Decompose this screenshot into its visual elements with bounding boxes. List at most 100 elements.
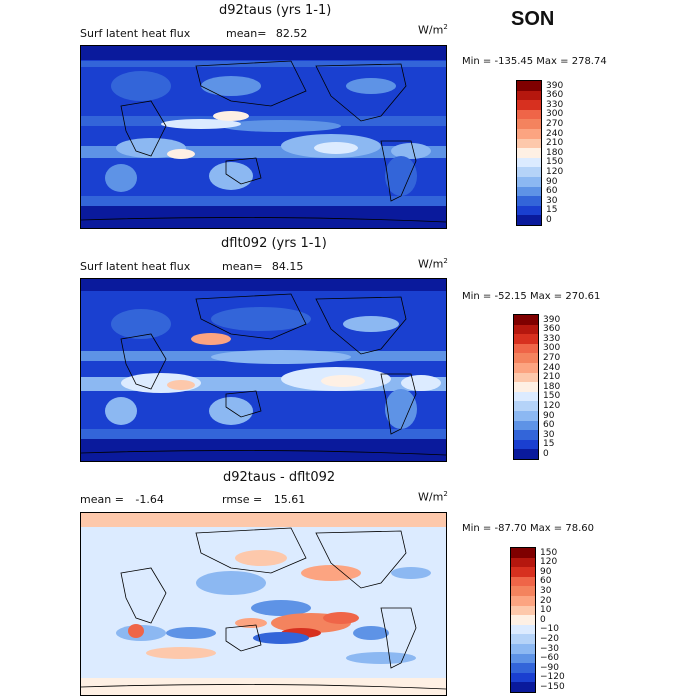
colorbar-label: 15 (543, 439, 555, 450)
colorbar-label: 360 (543, 324, 561, 335)
panel3-max-value: 78.60 (565, 523, 594, 534)
panel3-rmse: rmse = 15.61 (222, 493, 305, 506)
colorbar-swatch (511, 576, 535, 587)
colorbar-swatch (514, 430, 538, 441)
colorbar-swatch (511, 682, 535, 693)
colorbar-label: 180 (546, 147, 564, 158)
panel2-mean-value: 84.15 (271, 260, 304, 273)
panel2-units-text: W/m (418, 257, 444, 271)
colorbar-swatch (517, 109, 541, 120)
colorbar-swatch (514, 334, 538, 345)
colorbar-label: 150 (546, 157, 564, 168)
panel1-mean-value: 82.52 (275, 27, 308, 40)
colorbar-swatch (517, 90, 541, 101)
colorbar-label: 120 (543, 400, 561, 411)
colorbar-swatch (517, 138, 541, 149)
panel3-colorbar: 150 120 90 60 30 20 10 0 −10 −20 −30 −60 −90 −120 −150 (510, 547, 565, 693)
panel3-mean: mean = -1.64 (80, 493, 164, 506)
colorbar-swatch (511, 586, 535, 597)
colorbar-label: −30 (540, 643, 559, 654)
colorbar-swatch (517, 186, 541, 197)
colorbar-label: 300 (546, 109, 564, 120)
colorbar-swatch (514, 324, 538, 335)
colorbar-swatch (511, 672, 535, 683)
colorbar-label: 60 (540, 576, 552, 587)
panel2-title: dflt092 (yrs 1-1) (221, 236, 327, 251)
colorbar-swatch (517, 119, 541, 130)
colorbar-label: −120 (540, 672, 565, 683)
colorbar-swatch (517, 215, 541, 226)
panel3-min-label: Min = (462, 523, 492, 534)
colorbar-label: 30 (546, 195, 558, 206)
colorbar-label: 210 (543, 372, 561, 383)
colorbar-label: 300 (543, 343, 561, 354)
panel3-title: d92taus - dflt092 (223, 470, 336, 485)
colorbar-label: 240 (543, 362, 561, 373)
colorbar-label: 270 (543, 352, 561, 363)
colorbar-label: 360 (546, 90, 564, 101)
panel3-map-field (81, 513, 446, 695)
colorbar-label: 120 (546, 166, 564, 177)
colorbar-swatch (511, 615, 535, 626)
panel1-colorbar: 390 360 330 300 270 240 210 180 150 120 90 60 30 15 0 (516, 80, 563, 226)
panel3-minmax: Min = -87.70 Max = 78.60 (462, 523, 594, 534)
panel2-min-value: -52.15 (494, 291, 527, 302)
colorbar-swatch (511, 624, 535, 635)
panel3-rmse-value: 15.61 (273, 493, 306, 506)
colorbar-swatch (511, 644, 535, 655)
colorbar-swatch (514, 391, 538, 402)
colorbar-swatch (517, 100, 541, 111)
colorbar-swatch (514, 315, 538, 326)
colorbar-swatch (517, 205, 541, 216)
colorbar-label: 10 (540, 605, 552, 616)
colorbar-swatch (514, 401, 538, 412)
panel1-units-sup: 2 (443, 23, 448, 31)
colorbar-label: 330 (543, 333, 561, 344)
colorbar-swatch (511, 596, 535, 607)
colorbar-swatch (514, 449, 538, 460)
panel2-max-label: Max = (529, 291, 563, 302)
colorbar-label: 270 (546, 118, 564, 129)
panel1-map (80, 45, 447, 229)
colorbar-label: 330 (546, 99, 564, 110)
panel3-rmse-label: rmse = (222, 493, 263, 506)
colorbar-label: −20 (540, 633, 559, 644)
panel1-max-value: 278.74 (571, 56, 607, 67)
panel3-max-label: Max = (529, 523, 563, 534)
panel1-variable: Surf latent heat flux (80, 27, 191, 40)
panel1-min-label: Min = (462, 56, 492, 67)
colorbar-swatch (511, 605, 535, 616)
panel1-map-field (81, 46, 446, 228)
colorbar-label: 90 (540, 566, 552, 577)
panel1-units-text: W/m (418, 23, 444, 37)
panel2-variable: Surf latent heat flux (80, 260, 191, 273)
colorbar-swatch (517, 129, 541, 140)
colorbar-swatch (514, 420, 538, 431)
panel3-min-value: -87.70 (494, 523, 527, 534)
panel3-units: W/m2 (418, 490, 448, 504)
colorbar-swatch (514, 363, 538, 374)
panel2-mean-label: mean= (222, 260, 263, 273)
colorbar-swatch (517, 157, 541, 168)
season-label: SON (511, 8, 555, 30)
panel3-map (80, 512, 447, 696)
colorbar-label: 60 (543, 420, 555, 431)
colorbar-swatch (517, 148, 541, 159)
colorbar-label: 240 (546, 128, 564, 139)
colorbar-label: 90 (546, 176, 558, 187)
colorbar-label: 30 (543, 429, 555, 440)
panel1-minmax: Min = -135.45 Max = 278.74 (462, 56, 607, 67)
colorbar-swatch (514, 353, 538, 364)
panel1-units: W/m2 (418, 23, 448, 37)
colorbar-label: 90 (543, 410, 555, 421)
colorbar-label: 0 (546, 214, 552, 225)
colorbar-label: −90 (540, 662, 559, 673)
colorbar-label: −150 (540, 681, 565, 692)
panel1-max-label: Max = (536, 56, 569, 67)
colorbar-swatch (517, 167, 541, 178)
panel1-title: d92taus (yrs 1-1) (219, 3, 332, 18)
panel3-units-text: W/m (418, 490, 444, 504)
colorbar-swatch (511, 663, 535, 674)
panel1-mean-label: mean= (226, 27, 267, 40)
colorbar-label: 150 (540, 547, 558, 558)
